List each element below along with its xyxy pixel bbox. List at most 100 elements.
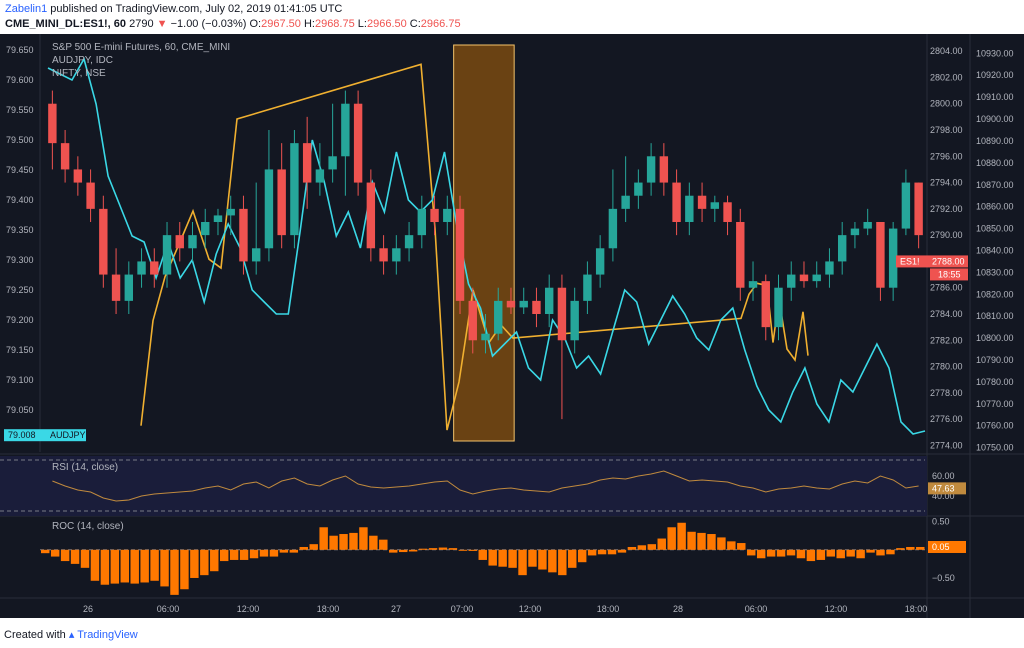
roc-last-value: 0.05: [932, 542, 950, 552]
audjpy-line: [47, 56, 926, 435]
rsi-last-value: 47.63: [932, 483, 955, 493]
roc-bar: [289, 549, 299, 553]
candle-body: [595, 248, 605, 275]
nifty-tick-label: 10770.00: [976, 399, 1014, 409]
right-tick-label: 2794.00: [930, 178, 963, 188]
left-tick-label: 79.350: [6, 225, 34, 235]
created-with-text: Created with: [4, 629, 66, 641]
countdown-value: 18:55: [938, 269, 961, 279]
candle-body: [697, 195, 707, 209]
rsi-pane: [0, 456, 927, 516]
candle-body: [506, 300, 516, 308]
ohlc-close-key: C:: [409, 18, 421, 30]
roc-bar: [558, 549, 567, 576]
x-tick-label: 18:00: [597, 604, 620, 614]
roc-bar: [786, 549, 796, 556]
candle-body: [124, 274, 134, 301]
candle-body: [544, 287, 554, 314]
left-tick-label: 79.550: [6, 105, 34, 115]
candle-body: [850, 228, 860, 236]
roc-bar: [279, 549, 289, 553]
roc-bar: [41, 549, 50, 554]
legend-audjpy[interactable]: AUDJPY, IDC: [52, 55, 113, 66]
roc-bar: [219, 549, 229, 562]
roc-bar: [508, 549, 517, 568]
candle-body: [366, 182, 376, 249]
roc-bar: [747, 549, 756, 556]
candle-body: [557, 287, 567, 341]
rsi-last-tag: [928, 482, 966, 495]
x-tick-label: 26: [83, 604, 93, 614]
candle-body: [251, 248, 261, 262]
roc-bar: [458, 549, 468, 551]
ohlc-line: CME_MINI_DL:ES1!, 60 2790 ▼ −1.00 (−0.03…: [5, 18, 461, 30]
chart-area[interactable]: 79.650 79.600 79.550 79.500 79.450 79.400 79.3…: [0, 34, 1024, 618]
roc-bar: [408, 549, 418, 552]
roc-bar: [170, 549, 179, 595]
right-tick-label: 2790.00: [930, 230, 963, 240]
legend-nifty[interactable]: NIFTY, NSE: [52, 68, 106, 79]
candle-body: [455, 208, 465, 301]
last-price-value: 2788.00: [932, 256, 965, 266]
roc-bar: [150, 549, 159, 581]
roc-bar: [319, 527, 328, 550]
legend-main[interactable]: S&P 500 E-mini Futures, 60, CME_MINI: [52, 42, 231, 53]
x-tick-label: 12:00: [237, 604, 260, 614]
left-tick-label: 79.200: [6, 315, 34, 325]
roc-bar: [50, 549, 60, 557]
candle-body: [264, 169, 274, 249]
candle-body: [443, 208, 452, 222]
left-tick-label: 79.050: [6, 405, 34, 415]
roc-bar: [329, 535, 338, 550]
right-tick-label: 2774.00: [930, 440, 963, 450]
candle-body: [481, 333, 490, 341]
roc-bar: [239, 549, 249, 560]
roc-bar: [70, 549, 80, 564]
candle-body: [672, 182, 681, 222]
candle-body: [799, 274, 809, 282]
left-tick-label: 79.450: [6, 165, 34, 175]
candle-body: [774, 287, 783, 328]
change-value: −1.00 (−0.03%): [170, 18, 247, 30]
roc-bar: [468, 549, 478, 551]
roc-bar: [548, 549, 557, 573]
chart-canvas[interactable]: 79.650 79.600 79.550 79.500 79.450 79.400 79.3…: [0, 34, 1024, 618]
candle-body: [494, 300, 503, 334]
roc-bar: [737, 543, 746, 550]
roc-bar: [896, 548, 905, 550]
roc-bar: [418, 548, 428, 550]
change-arrow-icon: ▼: [156, 18, 168, 30]
candle-body: [201, 222, 210, 236]
candle-body: [417, 208, 427, 236]
nifty-tick-label: 10760.00: [976, 421, 1014, 431]
roc-bar: [229, 549, 239, 560]
roc-bar: [90, 549, 100, 581]
right-tick-label: 2800.00: [930, 99, 963, 109]
roc-bar: [428, 548, 438, 550]
roc-bar: [846, 549, 855, 557]
right-tick-label: 2796.00: [930, 151, 963, 161]
x-tick-label: 06:00: [745, 604, 768, 614]
right-tick-label: 2780.00: [930, 362, 963, 372]
roc-last-tag: [928, 540, 966, 553]
legend-rsi[interactable]: RSI (14, close): [52, 462, 119, 473]
candle-body: [532, 300, 541, 314]
roc-bar: [438, 547, 448, 550]
candle-body: [736, 222, 745, 288]
audjpy-last-symbol: AUDJPY: [50, 430, 86, 440]
author-link[interactable]: Zabelin1: [5, 3, 48, 15]
roc-bar: [667, 527, 676, 550]
roc-bar: [498, 549, 507, 567]
legend-roc[interactable]: ROC (14, close): [52, 521, 124, 532]
roc-bar: [776, 549, 786, 557]
roc-bar: [140, 549, 149, 583]
roc-bar: [478, 549, 487, 560]
roc-tick-label: −0.50: [932, 573, 955, 583]
roc-bar: [180, 549, 189, 590]
left-tick-label: 79.250: [6, 285, 34, 295]
candle-body: [761, 281, 770, 328]
left-tick-label: 79.600: [6, 75, 34, 85]
rsi-tick-label: 40.00: [932, 491, 955, 501]
roc-bar: [707, 534, 716, 550]
tradingview-link[interactable]: TradingView: [77, 629, 138, 641]
